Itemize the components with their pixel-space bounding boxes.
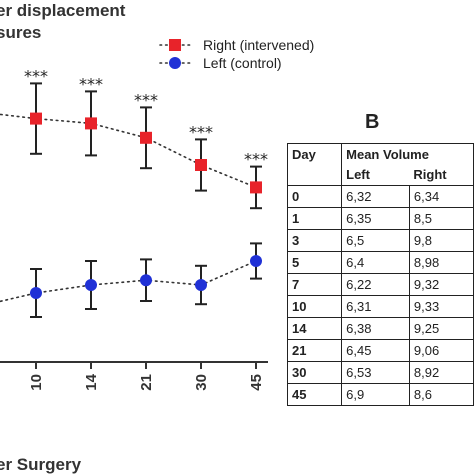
table-cell-right: 8,6 [408, 383, 474, 406]
table-row: 10 6,31 9,33 [286, 295, 474, 318]
x-axis-label: er Surgery [0, 455, 82, 474]
series-right-point [30, 112, 42, 125]
table-row: 45 6,9 8,6 [286, 383, 474, 406]
table-cell-day: 45 [286, 383, 343, 406]
table-cell-day: 21 [286, 339, 343, 362]
table-row: 14 6,38 9,25 [286, 317, 474, 340]
legend-right-marker [169, 39, 181, 51]
table-cell-right: 9,06 [408, 339, 474, 362]
series-left-point [250, 255, 262, 267]
table-subheader-row: Left Right [286, 165, 474, 186]
significance-stars: *** [244, 150, 268, 169]
table-cell-left: 6,38 [341, 317, 410, 340]
table-cell-day: 0 [286, 185, 343, 208]
significance-stars: *** [189, 122, 213, 141]
table-cell-right: 9,25 [408, 317, 474, 340]
chart-legend: Right (intervened) Left (control) [159, 37, 314, 71]
table-row: 7 6,22 9,32 [286, 273, 474, 296]
table-cell-day: 14 [286, 317, 343, 340]
table-header-right: Right [409, 165, 474, 186]
table-cell-right: 9,33 [408, 295, 474, 318]
table-cell-day: 7 [286, 273, 343, 296]
table-row: 5 6,4 8,98 [286, 251, 474, 274]
table-body: 0 6,32 6,34 1 6,35 8,5 3 6,5 9,8 5 6,4 8,98 7 6,22 9,3… [286, 185, 474, 406]
table-cell-left: 6,35 [341, 207, 410, 230]
table-row: 3 6,5 9,8 [286, 229, 474, 252]
legend-left-label: Left (control) [203, 55, 282, 71]
table-header-mean-volume: Mean Volume [341, 143, 474, 165]
x-tick-label: 21 [138, 374, 155, 391]
plot-area: 10 14 21 30 45 *** *** *** *** *** [0, 66, 268, 391]
significance-stars: *** [24, 66, 48, 85]
table-cell-left: 6,53 [341, 361, 410, 384]
table-row: 0 6,32 6,34 [286, 185, 474, 208]
table-cell-day: 30 [286, 361, 343, 384]
legend-right-label: Right (intervened) [203, 37, 314, 53]
x-tick-label: 10 [28, 374, 45, 391]
table-cell-right: 6,34 [408, 185, 474, 208]
table-cell-right: 9,8 [408, 229, 474, 252]
table-cell-left: 6,22 [341, 273, 410, 296]
series-right-line [0, 113, 257, 189]
table-header-left: Left [341, 165, 410, 186]
table-cell-right: 8,98 [408, 251, 474, 274]
table-cell-left: 6,4 [341, 251, 410, 274]
table-subheader-day-blank [286, 165, 343, 186]
table-cell-left: 6,5 [341, 229, 410, 252]
chart-title-line-2: sures [0, 23, 41, 42]
table-header-day: Day [286, 143, 343, 165]
series-right-point [195, 159, 207, 171]
table-row: 21 6,45 9,06 [286, 339, 474, 362]
legend-left-marker [169, 57, 181, 69]
x-tick-label: 14 [83, 373, 100, 390]
table-cell-right: 9,32 [408, 273, 474, 296]
table-header-row: Day Mean Volume [286, 143, 474, 165]
table-cell-day: 3 [286, 229, 343, 252]
table-cell-day: 1 [286, 207, 343, 230]
series-right-point [85, 117, 97, 130]
x-tick-label: 30 [193, 374, 210, 391]
mean-volume-table: Day Mean Volume Left Right 0 6,32 6,34 1 6,3… [286, 143, 474, 406]
series-right-point [140, 131, 152, 144]
table-cell-day: 5 [286, 251, 343, 274]
significance-stars: *** [79, 74, 103, 93]
table-row: 1 6,35 8,5 [286, 207, 474, 230]
table-cell-day: 10 [286, 295, 343, 318]
series-left-line [0, 260, 257, 303]
table-cell-left: 6,31 [341, 295, 410, 318]
table-cell-right: 8,5 [408, 207, 474, 230]
x-tick-label: 45 [248, 374, 265, 391]
panel-b-label: B [365, 111, 379, 133]
table-cell-left: 6,32 [341, 185, 410, 208]
significance-stars: *** [134, 90, 158, 109]
chart-title: er displacement sures [0, 1, 126, 42]
series-right-point [250, 181, 262, 194]
series-left-point [85, 279, 97, 291]
series-left-point [195, 279, 207, 291]
table-cell-left: 6,45 [341, 339, 410, 362]
table-cell-right: 8,92 [408, 361, 474, 384]
table-cell-left: 6,9 [341, 383, 410, 406]
series-left-point [140, 274, 152, 287]
series-left-point [30, 287, 42, 299]
table-row: 30 6,53 8,92 [286, 361, 474, 384]
chart-title-line-1: er displacement [0, 1, 126, 20]
